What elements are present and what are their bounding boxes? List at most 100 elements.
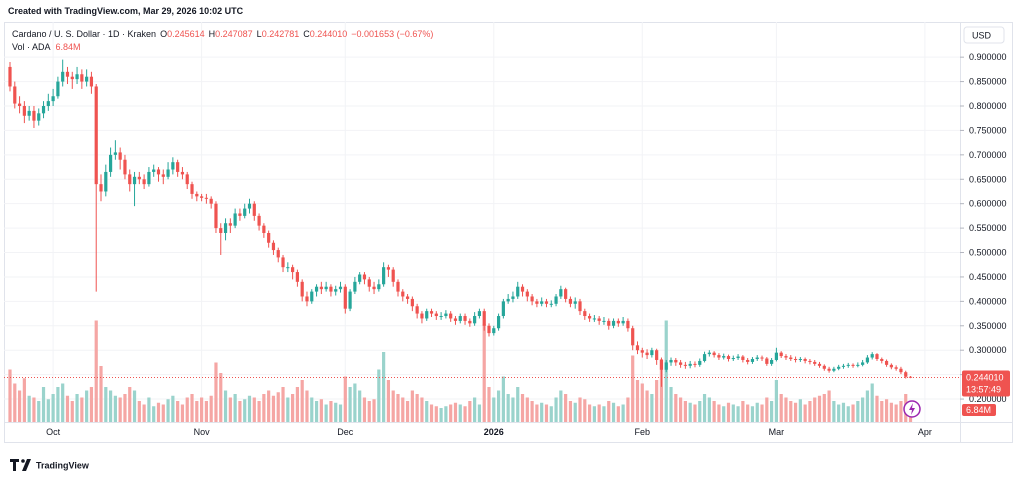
volume-bar: [650, 394, 654, 422]
candle-body: [382, 267, 386, 285]
candle-body: [118, 152, 122, 160]
volume-bar: [559, 390, 563, 422]
candle-body: [449, 313, 453, 319]
volume-bar: [200, 397, 204, 422]
candle-body: [37, 113, 41, 121]
candle-body: [358, 274, 362, 282]
volume-bar: [722, 406, 726, 422]
candle-body: [80, 74, 84, 82]
candle-body: [592, 318, 596, 320]
icon-bolt[interactable]: [909, 403, 915, 415]
volume-bar: [257, 401, 261, 422]
volume-bar: [128, 387, 132, 422]
volume-bar: [889, 402, 893, 422]
volume-bar: [875, 395, 879, 422]
volume-bar: [113, 395, 117, 422]
volume-title: Vol · ADA: [12, 42, 51, 52]
candle-body: [176, 162, 180, 172]
volume-bar: [463, 406, 467, 422]
volume-bar: [89, 387, 94, 422]
bolt-icon[interactable]: [903, 400, 921, 418]
volume-bar: [679, 397, 683, 422]
currency-label[interactable]: USD: [972, 31, 992, 41]
candle-body: [506, 298, 510, 302]
candle-body: [123, 159, 127, 175]
symbol-title: Cardano / U. S. Dollar · 1D · Kraken: [12, 29, 156, 39]
volume-bar: [80, 397, 84, 422]
chart-frame: [4, 22, 1013, 443]
volume-bar: [477, 404, 482, 422]
candle-body: [597, 318, 601, 321]
volume-bar: [750, 406, 755, 422]
candle-body: [875, 354, 879, 359]
candle-body: [827, 368, 831, 371]
volume-bar: [516, 387, 520, 422]
volume-bar: [132, 390, 137, 422]
volume-bar: [817, 395, 822, 422]
candle-body: [659, 359, 664, 370]
countdown-label: 13:57:49: [966, 385, 1001, 395]
volume-bar: [861, 397, 865, 422]
candle-body: [468, 320, 472, 324]
volume-bar: [405, 401, 410, 422]
volume-bar: [171, 395, 175, 422]
candle-body: [444, 313, 448, 317]
candle-body: [324, 286, 328, 290]
volume-bar: [223, 390, 228, 422]
candle-body: [338, 286, 343, 290]
candle-body: [899, 368, 903, 373]
volume-bar: [549, 406, 553, 422]
volume-bar: [544, 404, 549, 422]
volume-bar: [420, 397, 424, 422]
candle-body: [707, 352, 711, 355]
candle-body: [41, 106, 46, 114]
volume-bar: [453, 402, 458, 422]
volume-bar: [506, 394, 510, 422]
candle-body: [238, 213, 242, 216]
candle-body: [492, 328, 496, 334]
y-tick-label: 0.450000: [969, 272, 1007, 282]
volume-bar: [760, 404, 764, 422]
volume-bar: [884, 399, 889, 422]
candle-body: [314, 286, 319, 292]
candle-body: [688, 363, 692, 366]
legend-change: −0.001653 (−0.67%): [351, 29, 433, 39]
candle-body: [621, 320, 625, 324]
volume-bar: [247, 395, 252, 422]
candle-body: [152, 169, 156, 172]
volume-bar: [535, 404, 539, 422]
candle-body: [851, 364, 855, 366]
candle-body: [832, 368, 836, 371]
candle-body: [223, 223, 228, 233]
candle-body: [568, 298, 573, 304]
volume-bar: [70, 401, 74, 422]
candle-body: [405, 296, 410, 299]
currency-box[interactable]: [963, 26, 1005, 44]
candle-body: [17, 103, 22, 107]
volume-bar: [597, 404, 601, 422]
candle-body: [329, 286, 333, 292]
candle-body: [310, 291, 314, 302]
volume-bar: [147, 397, 151, 422]
volume-bar: [386, 380, 391, 422]
candle-body: [132, 176, 137, 185]
volume-bar: [496, 390, 501, 422]
volume-bar: [65, 395, 70, 422]
candle-body: [655, 350, 659, 360]
candle-body: [391, 269, 395, 282]
candle-body: [755, 357, 759, 359]
volume-bar: [214, 362, 218, 422]
legend-key: H: [209, 29, 216, 39]
candle-body: [276, 250, 280, 258]
volume-bar: [458, 404, 462, 422]
volume-bar: [717, 404, 721, 422]
volume-bar: [27, 395, 31, 422]
candle-body: [904, 372, 908, 377]
volume-bar: [267, 390, 271, 422]
candle-body: [171, 162, 175, 170]
volume-bar: [688, 402, 692, 422]
candle-body: [214, 203, 218, 229]
volume-legend: Vol · ADA 6.84M: [12, 42, 81, 52]
x-tick-label: Oct: [46, 427, 61, 437]
candle-body: [156, 169, 161, 175]
